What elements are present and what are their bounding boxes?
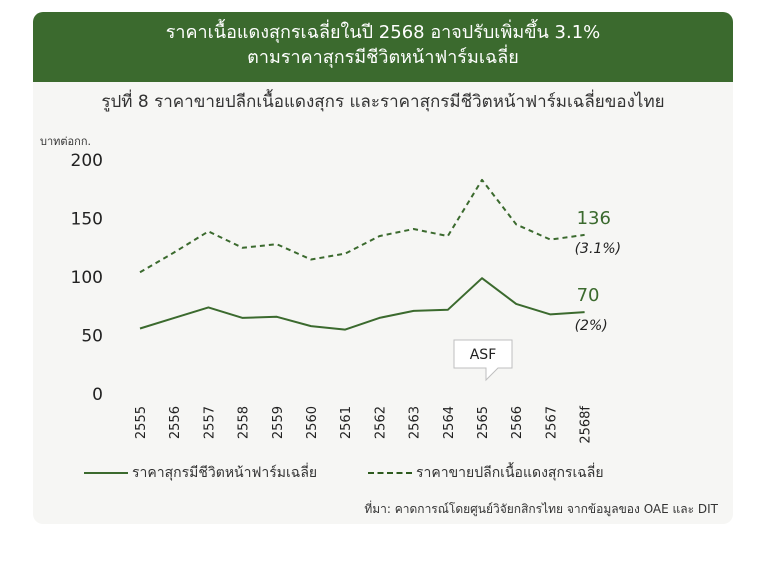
series-end-value-label: 136 [577, 208, 611, 229]
y-axis-unit-label: บาทต่อกก. [40, 135, 91, 148]
header-title-line1: ราคาเนื้อแดงสุกรเฉลี่ยในปี 2568 อาจปรับเ… [165, 22, 601, 43]
x-tick-label: 2560 [305, 406, 320, 439]
source-note: ที่มา: คาดการณ์โดยศูนย์วิจัยกสิกรไทย จาก… [364, 502, 718, 516]
y-tick-label: 150 [71, 210, 103, 230]
series-line-farm-price [139, 277, 585, 331]
header-banner: ราคาเนื้อแดงสุกรเฉลี่ยในปี 2568 อาจปรับเ… [33, 12, 733, 82]
x-tick-label: 2557 [202, 406, 217, 439]
series-line-retail-price [139, 178, 585, 274]
x-tick-label: 2565 [476, 406, 491, 439]
x-tick-label: 2567 [544, 406, 559, 439]
x-tick-label: 2558 [237, 406, 252, 439]
y-tick-label: 200 [71, 151, 103, 171]
y-tick-label: 100 [71, 268, 103, 288]
header-title-line2: ตามราคาสุกรมีชีวิตหน้าฟาร์มเฉลี่ย [247, 47, 519, 68]
x-axis-ticks: 2555 2556 2557 2558 2559 2560 2561 2562 2563 2564… [134, 406, 594, 444]
y-tick-label: 50 [81, 327, 103, 347]
y-axis-ticks: 0 50 100 150 200 [71, 151, 103, 405]
x-tick-label: 2555 [134, 406, 149, 439]
chart-series: 70 (2%) 136 (3.1%) [139, 178, 622, 334]
series-end-value-label: 70 [577, 285, 600, 306]
x-tick-label: 2561 [339, 406, 354, 439]
x-tick-label: 2564 [442, 406, 457, 439]
chart-card: ราคาเนื้อแดงสุกรเฉลี่ยในปี 2568 อาจปรับเ… [33, 12, 733, 524]
line-chart: 0 50 100 150 200 2555 2556 2557 2558 2559 2560 256… [71, 151, 622, 444]
y-tick-label: 0 [92, 385, 103, 405]
x-tick-label: 2556 [168, 406, 183, 439]
legend-label-retail-price: ราคาขายปลีกเนื้อแดงสุกรเฉลี่ย [416, 465, 604, 481]
x-tick-label: 2559 [271, 406, 286, 439]
series-change-label: (3.1%) [575, 241, 622, 257]
chart-annotations: ASF [453, 339, 513, 382]
legend-item-retail-price: ราคาขายปลีกเนื้อแดงสุกรเฉลี่ย [368, 462, 604, 484]
figure-title: รูปที่ 8 ราคาขายปลีกเนื้อแดงสุกร และราคา… [101, 92, 665, 112]
legend-solid-line-swatch [84, 472, 128, 474]
x-tick-label: 2562 [373, 406, 388, 439]
x-tick-label: 2568f [579, 406, 594, 444]
legend-item-farm-price: ราคาสุกรมีชีวิตหน้าฟาร์มเฉลี่ย [84, 462, 317, 484]
x-tick-label: 2566 [510, 406, 525, 439]
annotation-label: ASF [470, 347, 497, 363]
x-tick-label: 2563 [408, 406, 423, 439]
series-change-label: (2%) [575, 318, 608, 334]
annotation-callout-box [453, 339, 513, 382]
chart-legend: ราคาสุกรมีชีวิตหน้าฟาร์มเฉลี่ย ราคาขายปล… [0, 462, 766, 484]
legend-label-farm-price: ราคาสุกรมีชีวิตหน้าฟาร์มเฉลี่ย [132, 465, 318, 481]
legend-dashed-line-swatch [368, 472, 412, 474]
